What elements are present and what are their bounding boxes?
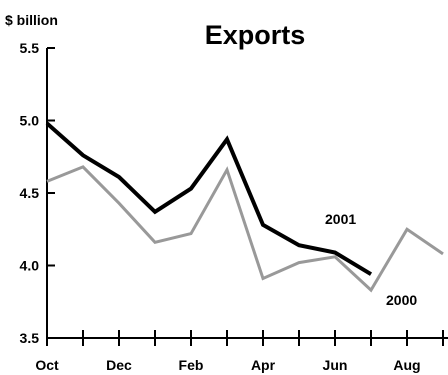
x-tick-label: Apr bbox=[251, 357, 276, 373]
x-tick-label: Jun bbox=[323, 357, 348, 373]
y-tick-label: 3.5 bbox=[20, 330, 40, 346]
y-tick-label: 5.0 bbox=[20, 113, 40, 129]
x-tick-label: Dec bbox=[106, 357, 132, 373]
series-lines bbox=[45, 121, 444, 293]
x-tick-label: Feb bbox=[179, 357, 204, 373]
series-line-2000 bbox=[46, 165, 444, 293]
series-label-2000: 2000 bbox=[386, 292, 417, 308]
series-label-2001: 2001 bbox=[325, 211, 356, 227]
y-tick-label: 5.5 bbox=[20, 40, 40, 56]
series-line-2001 bbox=[45, 121, 373, 276]
series-labels: 2000 2001 bbox=[325, 211, 417, 308]
x-tick-label: Aug bbox=[393, 357, 420, 373]
y-tick-label: 4.5 bbox=[20, 185, 40, 201]
axes: 3.5 4.0 4.5 5.0 5.5 Oct Dec Feb Apr Jun Aug bbox=[20, 40, 448, 373]
chart-title: Exports bbox=[205, 20, 306, 50]
x-tick-label: Oct bbox=[35, 357, 59, 373]
y-axis-unit-label: $ billion bbox=[5, 12, 58, 28]
y-tick-label: 4.0 bbox=[20, 258, 40, 274]
